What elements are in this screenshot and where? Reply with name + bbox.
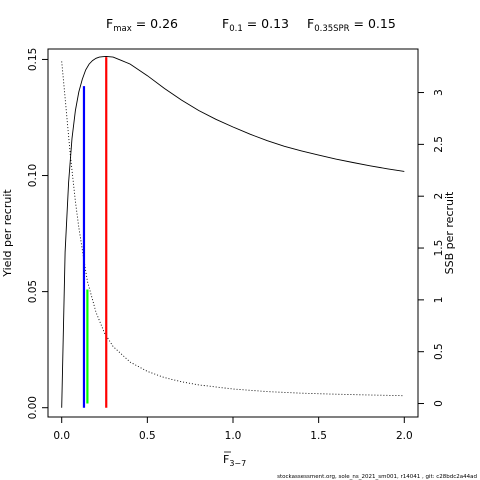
x-axis-label-main: F bbox=[223, 453, 229, 466]
x-tick-label: 1.0 bbox=[225, 430, 242, 442]
y-right-tick-label: 2.5 bbox=[433, 136, 445, 153]
title-f01-value: 0.13 bbox=[261, 16, 289, 31]
y-left-tick-label: 0.10 bbox=[27, 164, 39, 187]
x-axis-label-sub: 3−7 bbox=[229, 459, 246, 468]
title-fspr-sub: 0.35SPR bbox=[314, 24, 349, 34]
series-layer bbox=[61, 55, 405, 408]
title-fmax-value: 0.26 bbox=[150, 16, 178, 31]
series-line-ssb-per-recruit bbox=[61, 61, 405, 397]
x-tick-label: 0.0 bbox=[53, 430, 70, 442]
y-axis-left: 0.00 0.05 0.10 0.15 bbox=[27, 48, 48, 419]
y-right-tick-label: 2 bbox=[433, 193, 445, 200]
y-left-tick-label: 0.15 bbox=[27, 48, 39, 71]
y-left-tick-label: 0.05 bbox=[27, 280, 39, 303]
plot-frame bbox=[47, 48, 419, 418]
y-axis-right: 0 0.5 1 1.5 2 2.5 3 bbox=[418, 89, 445, 407]
series-line-yield-per-recruit bbox=[61, 55, 405, 408]
title-fmax-sub: max bbox=[113, 24, 132, 34]
y-right-tick-label: 3 bbox=[433, 89, 445, 96]
y-right-tick-label: 1 bbox=[433, 297, 445, 304]
title-fspr-value: 0.15 bbox=[368, 16, 396, 31]
x-tick-label: 0.5 bbox=[139, 430, 156, 442]
x-tick-label: 1.5 bbox=[310, 430, 327, 442]
x-tick-label: 2.0 bbox=[396, 430, 413, 442]
chart-title: Fmax = 0.26 F0.1 = 0.13 F0.35SPR = 0.15 bbox=[106, 16, 396, 34]
y-right-tick-label: 0 bbox=[433, 400, 445, 407]
reference-lines-layer bbox=[82, 57, 108, 408]
x-axis: 0.0 0.5 1.0 1.5 2.0 bbox=[53, 417, 413, 442]
footer-text: stockassessment.org, sole_ns_2021_sm001,… bbox=[277, 474, 477, 480]
y-left-tick-label: 0.00 bbox=[27, 396, 39, 419]
y-axis-left-label: Yield per recruit bbox=[1, 189, 14, 278]
x-axis-label: F3−7 bbox=[223, 451, 246, 468]
y-right-tick-label: 1.5 bbox=[433, 240, 445, 257]
title-f01-sub: 0.1 bbox=[229, 24, 243, 34]
svg-text:F3−7: F3−7 bbox=[223, 453, 246, 468]
y-right-tick-label: 0.5 bbox=[433, 343, 445, 360]
y-axis-right-label: SSB per recruit bbox=[443, 191, 456, 274]
